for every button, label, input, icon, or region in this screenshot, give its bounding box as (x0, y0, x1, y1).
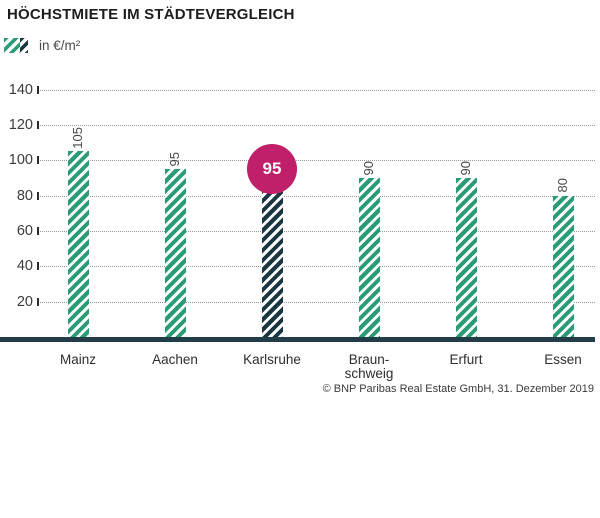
bar-value-label: 105 (70, 126, 85, 149)
gridline (40, 160, 595, 162)
gridline (40, 230, 595, 232)
y-tick (37, 120, 39, 129)
gridline (40, 195, 595, 197)
legend-swatch-icon (4, 38, 28, 53)
bar-mainz (67, 151, 89, 337)
chart-title: HÖCHSTMIETE IM STÄDTEVERGLEICH (7, 6, 295, 23)
bar-aachen (164, 169, 186, 337)
bar-value-label: 90 (458, 160, 473, 175)
gridline (40, 124, 595, 126)
y-tick (37, 156, 39, 165)
bar-erfurt (455, 177, 477, 337)
y-tick (37, 262, 39, 271)
legend: in €/m² (4, 38, 80, 53)
gridline (40, 301, 595, 303)
bar-value-label: 95 (167, 151, 182, 167)
x-axis-label: Aachen (152, 352, 198, 367)
y-tick-label: 120 (8, 116, 33, 133)
dark-stripe-swatch-icon (20, 38, 28, 53)
x-axis-line (0, 337, 595, 342)
bar-value-label: 90 (361, 160, 376, 175)
source-note: © BNP Paribas Real Estate GmbH, 31. Deze… (322, 383, 594, 395)
bar-chart: 20 40 60 80 100 120 140 105 Mainz 95 Aachen 95 Karls… (0, 70, 600, 400)
legend-label: in €/m² (39, 38, 81, 53)
y-tick-label: 60 (16, 222, 33, 239)
bar-karlsruhe (261, 169, 283, 337)
gridline (40, 89, 595, 91)
bar-braun-schweig (358, 177, 380, 337)
y-tick-label: 20 (16, 293, 33, 310)
y-tick (37, 297, 39, 306)
x-axis-label: Mainz (59, 352, 96, 367)
green-stripe-swatch-icon (4, 38, 20, 53)
y-tick (37, 85, 39, 94)
x-axis-label: Braun- schweig (344, 352, 394, 382)
y-tick (37, 191, 39, 200)
highlight-badge: 95 (247, 144, 297, 195)
y-tick-label: 140 (8, 81, 33, 98)
y-tick (37, 226, 39, 235)
bar-essen (552, 195, 574, 337)
y-tick-label: 80 (16, 187, 33, 204)
x-axis-label: Karlsruhe (243, 352, 301, 367)
bar-value-label: 80 (555, 178, 570, 193)
x-axis-label: Essen (544, 352, 582, 367)
y-tick-label: 100 (8, 152, 33, 169)
y-tick-label: 40 (16, 258, 33, 275)
x-axis-label: Erfurt (449, 352, 483, 367)
gridline (40, 266, 595, 268)
